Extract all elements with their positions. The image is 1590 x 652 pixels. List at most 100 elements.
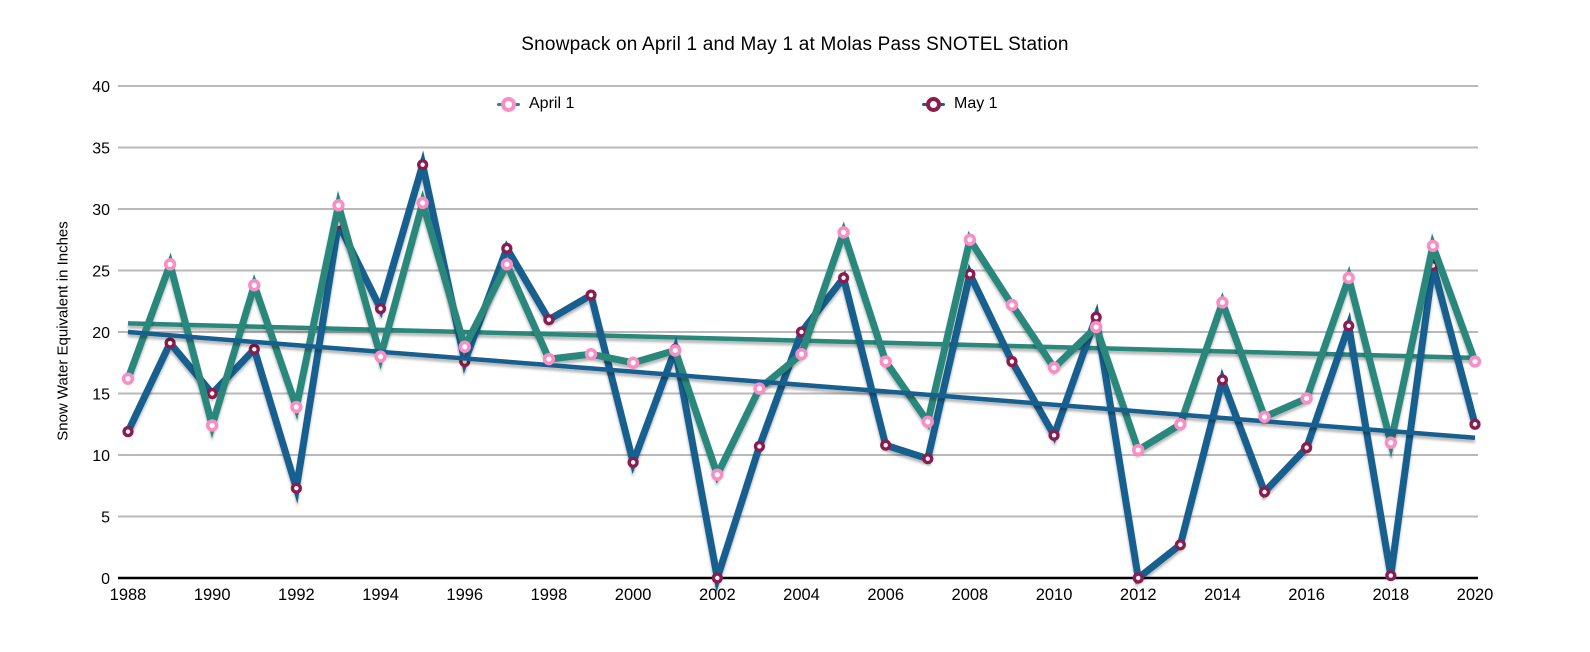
y-tick-label-0: 0 xyxy=(101,571,110,588)
april-marker-2009 xyxy=(1005,298,1019,312)
may-marker-2009 xyxy=(1006,355,1018,368)
y-tick-label-40: 40 xyxy=(92,79,110,96)
may-legend-marker-icon xyxy=(922,96,945,112)
may-marker-2006 xyxy=(880,439,892,451)
may-marker-2000 xyxy=(627,456,639,468)
x-tick-label-2012: 2012 xyxy=(1120,586,1157,604)
april-marker-2004 xyxy=(795,347,808,361)
may-trendline xyxy=(127,329,1476,441)
april-marker-2002 xyxy=(711,468,724,481)
may-marker-2002 xyxy=(711,572,723,584)
april-marker-2007 xyxy=(921,415,934,428)
legend-label-april: April 1 xyxy=(529,95,575,112)
april-marker-2003 xyxy=(753,382,766,395)
april-marker-1989 xyxy=(163,258,177,271)
april-marker-1998 xyxy=(542,352,556,366)
may-marker-1988 xyxy=(122,426,134,438)
may-marker-2017 xyxy=(1343,320,1355,332)
y-tick-label-20: 20 xyxy=(92,325,110,342)
may-marker-2013 xyxy=(1174,539,1186,551)
april-marker-1990 xyxy=(205,419,219,432)
may-marker-1990 xyxy=(206,387,218,400)
may-marker-1997 xyxy=(501,242,513,254)
may-marker-2008 xyxy=(964,268,976,280)
x-tick-label-2006: 2006 xyxy=(867,586,904,604)
april-marker-1995 xyxy=(416,196,429,210)
april-marker-2010 xyxy=(1047,361,1061,374)
legend-item-april: April 1 xyxy=(497,95,574,113)
may-marker-2014 xyxy=(1216,374,1229,386)
x-tick-label-1994: 1994 xyxy=(362,586,399,604)
may-marker-2011 xyxy=(1090,311,1102,323)
april-marker-2012 xyxy=(1132,443,1145,457)
may-marker-2003 xyxy=(753,440,766,452)
may-marker-2012 xyxy=(1132,572,1144,584)
x-tick-label-1988: 1988 xyxy=(110,586,147,604)
may-marker-2004 xyxy=(795,326,808,338)
x-tick-label-1990: 1990 xyxy=(194,586,231,604)
x-tick-label-1998: 1998 xyxy=(531,586,568,604)
april-legend-marker-icon xyxy=(497,96,520,112)
april-legend-ring-icon xyxy=(501,96,516,112)
y-tick-label-15: 15 xyxy=(92,387,110,404)
may-marker-2010 xyxy=(1048,429,1060,441)
april-marker-2006 xyxy=(879,355,892,368)
april-marker-1994 xyxy=(374,350,387,363)
april-marker-2018 xyxy=(1384,436,1398,449)
x-tick-label-2014: 2014 xyxy=(1204,586,1241,604)
y-tick-label-10: 10 xyxy=(92,448,110,465)
april-marker-2016 xyxy=(1300,392,1313,405)
may-marker-1998 xyxy=(543,314,555,326)
x-tick-label-2018: 2018 xyxy=(1372,586,1409,604)
x-tick-label-2010: 2010 xyxy=(1036,586,1073,604)
y-tick-label-25: 25 xyxy=(92,264,110,281)
april-marker-2008 xyxy=(963,233,977,246)
may-marker-2007 xyxy=(922,453,934,465)
legend-label-may: May 1 xyxy=(954,95,998,112)
april-marker-2000 xyxy=(626,356,640,369)
x-tick-label-2000: 2000 xyxy=(615,586,652,604)
april-marker-2015 xyxy=(1258,410,1271,424)
april-marker-1997 xyxy=(500,258,514,271)
april-marker-2011 xyxy=(1089,320,1103,334)
april-marker-2019 xyxy=(1426,239,1440,253)
april-marker-2014 xyxy=(1216,296,1229,309)
april-marker-1988 xyxy=(121,372,135,385)
x-tick-label-1992: 1992 xyxy=(278,586,315,604)
may-marker-1992 xyxy=(290,482,302,494)
may-marker-1989 xyxy=(164,337,176,349)
may-marker-2020 xyxy=(1469,418,1481,430)
april-marker-1996 xyxy=(458,340,471,353)
may-marker-2016 xyxy=(1301,442,1313,454)
may-marker-1994 xyxy=(374,303,387,315)
may-marker-2018 xyxy=(1385,569,1397,582)
x-tick-label-2008: 2008 xyxy=(952,586,989,604)
may-legend-ring-icon xyxy=(926,96,941,112)
legend-item-may: May 1 xyxy=(922,95,998,113)
y-tick-label-30: 30 xyxy=(92,202,110,219)
may-marker-2015 xyxy=(1258,486,1271,498)
x-tick-label-2002: 2002 xyxy=(699,586,736,604)
x-tick-label-1996: 1996 xyxy=(446,586,483,604)
chart-title: Snowpack on April 1 and May 1 at Molas P… xyxy=(521,34,1069,55)
april-marker-1992 xyxy=(290,400,303,414)
april-marker-2017 xyxy=(1342,271,1355,285)
april-marker-1993 xyxy=(332,199,345,212)
y-tick-label-5: 5 xyxy=(101,510,110,527)
may-marker-1991 xyxy=(248,343,260,355)
may-marker-2005 xyxy=(837,272,850,284)
april-marker-1991 xyxy=(248,279,261,292)
x-tick-label-2004: 2004 xyxy=(783,586,820,604)
april-marker-2005 xyxy=(837,226,850,239)
x-tick-label-2016: 2016 xyxy=(1288,586,1325,604)
april-marker-2013 xyxy=(1174,418,1187,431)
may-marker-1995 xyxy=(417,159,429,171)
y-tick-label-35: 35 xyxy=(92,141,110,158)
x-tick-label-2020: 2020 xyxy=(1457,586,1494,604)
april-marker-2020 xyxy=(1468,355,1482,368)
may-marker-1999 xyxy=(585,289,597,301)
april-marker-2001 xyxy=(669,344,682,357)
april-marker-1999 xyxy=(584,347,598,361)
